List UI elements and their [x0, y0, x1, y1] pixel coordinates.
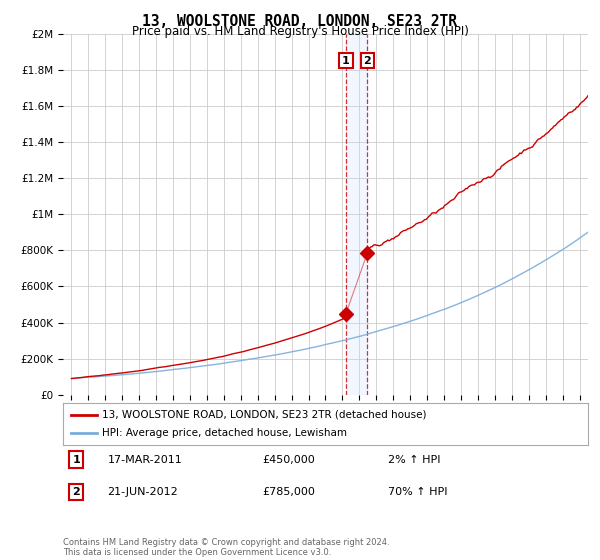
Text: 1: 1 — [72, 455, 80, 465]
Text: £450,000: £450,000 — [263, 455, 315, 465]
Text: 17-MAR-2011: 17-MAR-2011 — [107, 455, 182, 465]
Text: £785,000: £785,000 — [263, 487, 316, 497]
Text: 2: 2 — [364, 55, 371, 66]
Text: HPI: Average price, detached house, Lewisham: HPI: Average price, detached house, Lewi… — [103, 428, 347, 438]
Text: 21-JUN-2012: 21-JUN-2012 — [107, 487, 178, 497]
Text: 2% ↑ HPI: 2% ↑ HPI — [389, 455, 441, 465]
Bar — [346, 34, 367, 395]
Text: Price paid vs. HM Land Registry's House Price Index (HPI): Price paid vs. HM Land Registry's House … — [131, 25, 469, 38]
Text: 13, WOOLSTONE ROAD, LONDON, SE23 2TR: 13, WOOLSTONE ROAD, LONDON, SE23 2TR — [143, 14, 458, 29]
Text: 2: 2 — [72, 487, 80, 497]
Text: 70% ↑ HPI: 70% ↑ HPI — [389, 487, 448, 497]
Text: Contains HM Land Registry data © Crown copyright and database right 2024.
This d: Contains HM Land Registry data © Crown c… — [63, 538, 389, 557]
Text: 1: 1 — [342, 55, 350, 66]
Text: 13, WOOLSTONE ROAD, LONDON, SE23 2TR (detached house): 13, WOOLSTONE ROAD, LONDON, SE23 2TR (de… — [103, 410, 427, 420]
